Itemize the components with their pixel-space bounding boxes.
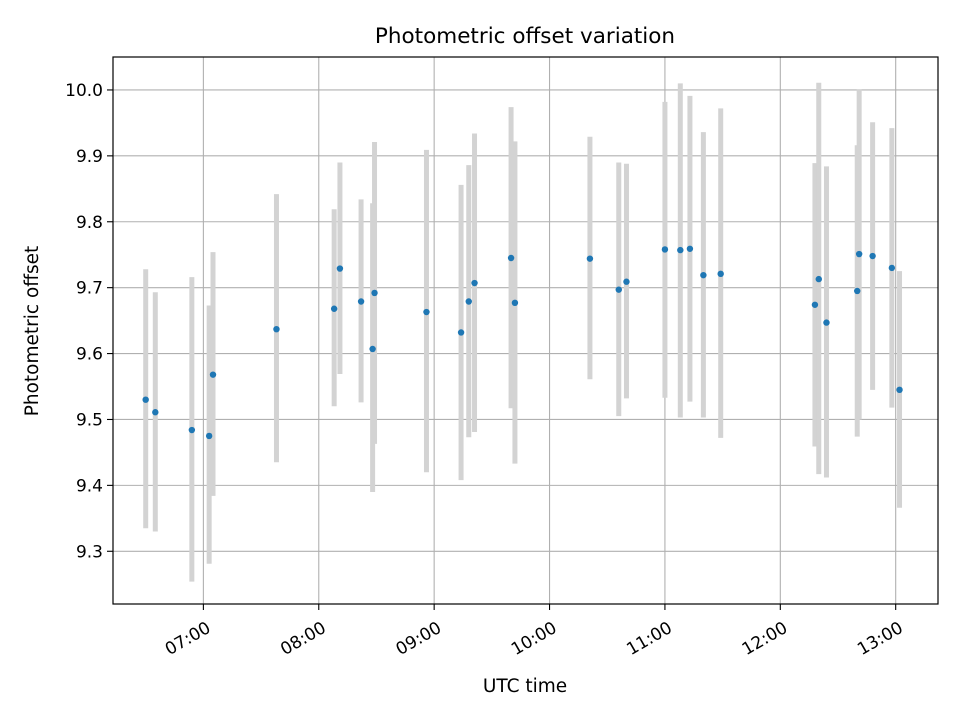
data-point (661, 246, 669, 253)
data-point (465, 298, 472, 305)
data-point (700, 271, 707, 279)
x-tick-label: 09:00 (393, 618, 445, 660)
data-point (869, 252, 876, 260)
data-point (717, 270, 724, 278)
data-point (209, 371, 217, 378)
x-tick-label: 12:00 (739, 618, 791, 660)
y-tick-label: 9.5 (76, 410, 103, 430)
data-point (623, 278, 630, 285)
x-axis-label: UTC time (483, 676, 567, 697)
data-point (815, 275, 822, 283)
data-point (336, 265, 344, 272)
y-axis-label: Photometric offset (22, 246, 43, 417)
data-point (369, 345, 376, 353)
data-point (823, 319, 830, 326)
x-tick-label: 10:00 (508, 618, 560, 660)
data-point (471, 279, 478, 287)
data-point (507, 254, 515, 262)
data-point (142, 396, 149, 403)
data-point (855, 250, 863, 258)
y-tick-label: 9.9 (76, 147, 103, 167)
data-point (205, 432, 213, 440)
data-point (423, 308, 430, 316)
data-point (811, 301, 819, 308)
data-point (371, 289, 378, 297)
data-point (686, 245, 694, 252)
data-point (888, 264, 896, 272)
data-point (330, 305, 338, 312)
data-point (273, 325, 280, 333)
y-tick-label: 9.3 (76, 542, 103, 562)
y-axis-ticks: 9.3 9.4 9.5 9.6 9.7 9.8 9.9 10.0 (65, 81, 113, 562)
x-tick-label: 08:00 (277, 618, 329, 660)
data-points (142, 245, 903, 440)
data-point (615, 286, 622, 293)
data-point (152, 409, 159, 416)
data-point (511, 299, 519, 307)
data-point (677, 246, 684, 254)
x-tick-label: 07:00 (162, 618, 214, 660)
x-tick-label: 13:00 (854, 618, 906, 660)
y-tick-label: 9.7 (76, 279, 103, 299)
chart-title: Photometric offset variation (375, 24, 675, 49)
error-bars (143, 82, 903, 582)
data-point (854, 287, 861, 295)
data-point (586, 255, 594, 262)
y-tick-label: 9.8 (76, 213, 103, 233)
x-tick-label: 11:00 (623, 618, 675, 660)
y-tick-label: 9.6 (76, 345, 103, 365)
data-point (188, 426, 196, 434)
data-point (896, 386, 903, 394)
y-tick-label: 9.4 (76, 476, 103, 496)
data-point (357, 298, 365, 305)
data-point (457, 329, 465, 336)
x-axis-ticks: 07:00 08:00 09:00 10:00 11:00 12:00 13:00 (162, 604, 907, 660)
y-tick-label: 10.0 (65, 81, 103, 101)
plot-frame (112, 56, 939, 605)
